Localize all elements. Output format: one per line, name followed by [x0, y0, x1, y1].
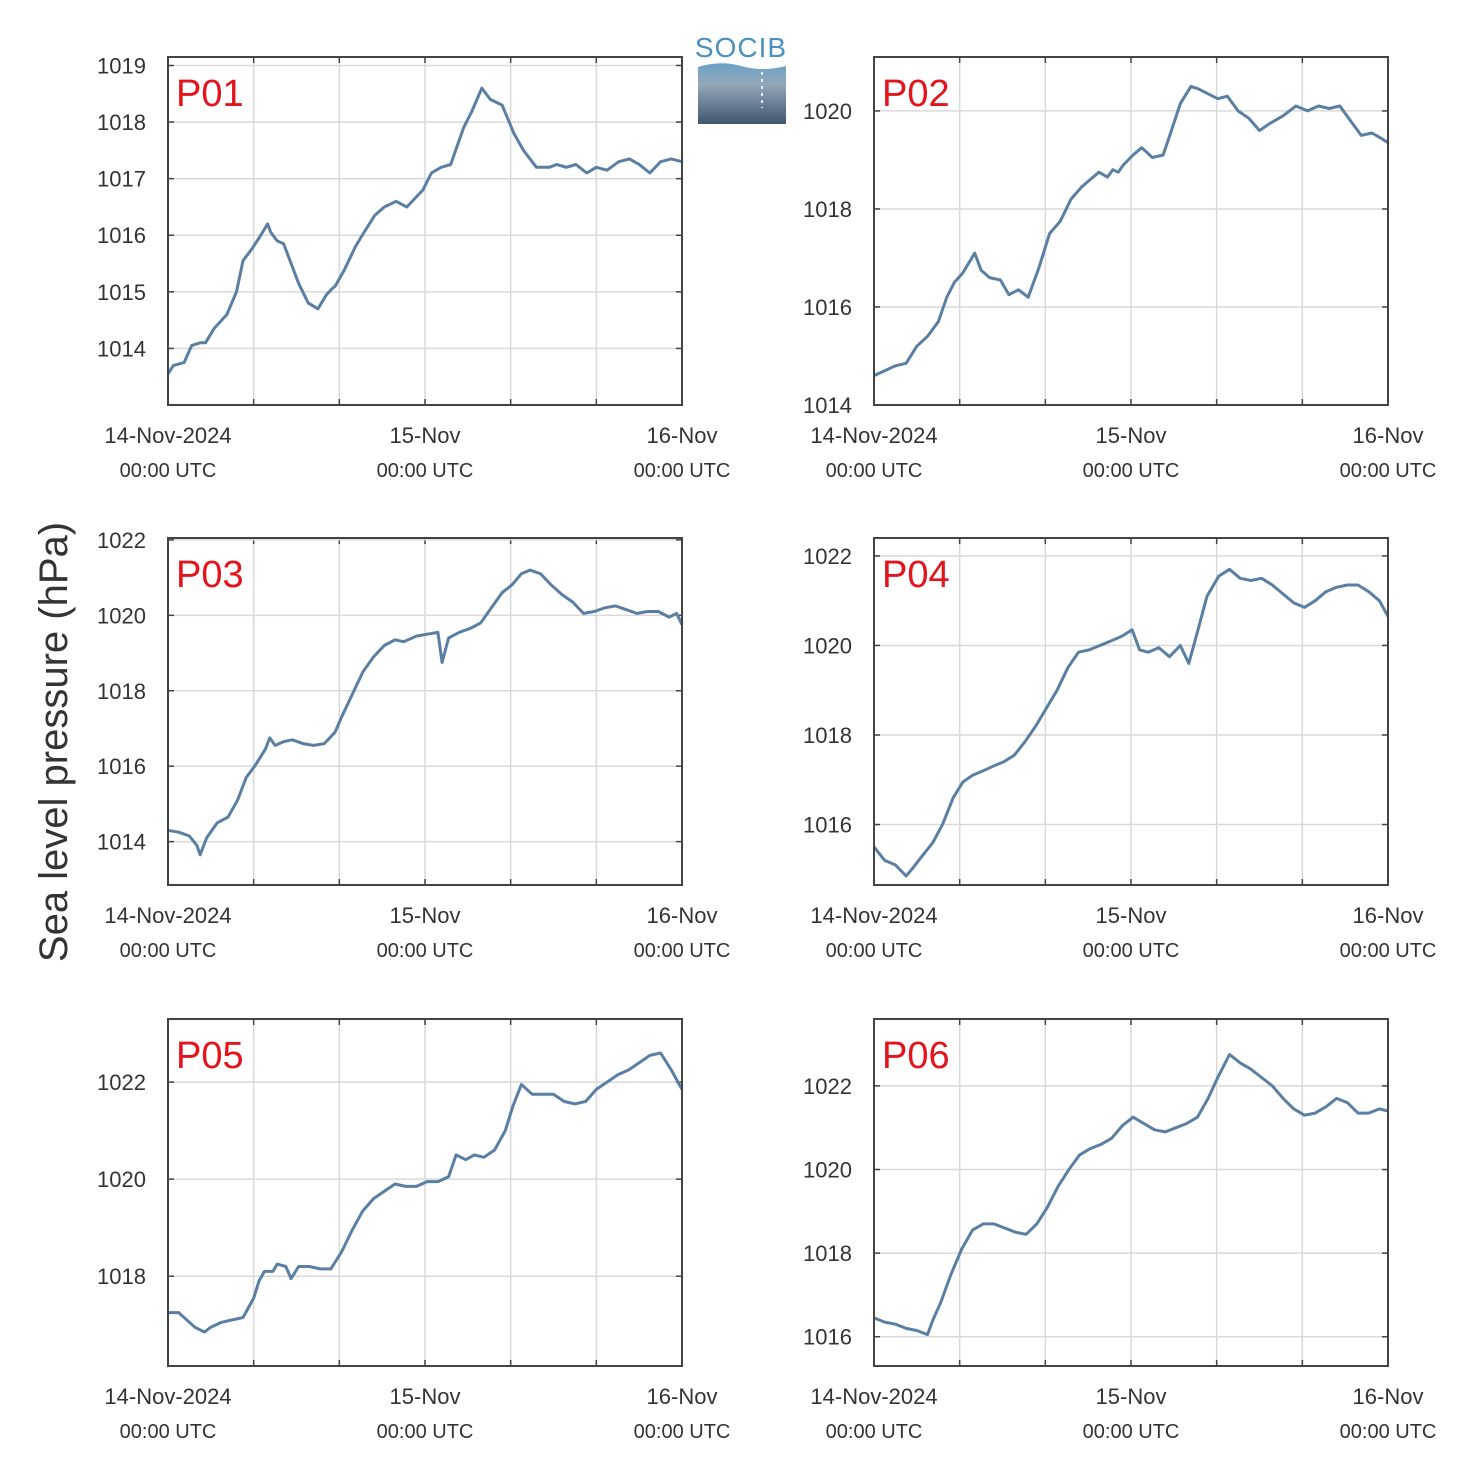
panel-label: P03	[176, 554, 244, 596]
x-tick-label: 16-Nov	[1353, 1384, 1424, 1409]
panel-p03: 1014 1016 1018 1020 1022 P03 14-Nov-2024 00:00 …	[97, 528, 730, 962]
x-tick-label: 16-Nov	[1353, 903, 1424, 928]
x-tick-label: 15-Nov	[1096, 1384, 1167, 1409]
y-tick-label: 1016	[803, 1325, 852, 1350]
y-tick-label: 1018	[803, 723, 852, 748]
y-tick-label: 1018	[97, 679, 146, 704]
x-tick-sublabel: 00:00 UTC	[826, 460, 923, 482]
plot-frame	[167, 537, 683, 886]
x-tick-sublabel: 00:00 UTC	[120, 460, 217, 482]
plot-frame	[873, 56, 1389, 406]
socib-logo: SOCIB	[695, 32, 787, 124]
y-tick-label: 1016	[97, 754, 146, 779]
y-tick-label: 1017	[97, 167, 146, 192]
y-axis-label: Sea level pressure (hPa)	[32, 522, 76, 962]
y-tick-label: 1018	[97, 1264, 146, 1289]
plot-frame	[167, 1018, 683, 1367]
x-tick-label: 14-Nov-2024	[104, 903, 231, 928]
y-tick-label: 1018	[803, 197, 852, 222]
y-tick-label: 1020	[97, 603, 146, 628]
x-tick-label: 14-Nov-2024	[810, 1384, 937, 1409]
y-tick-label: 1022	[97, 1070, 146, 1095]
x-tick-sublabel: 00:00 UTC	[377, 460, 474, 482]
x-tick-sublabel: 00:00 UTC	[1083, 460, 1180, 482]
y-tick-label: 1022	[97, 528, 146, 553]
x-tick-sublabel: 00:00 UTC	[826, 940, 923, 962]
panel-label: P02	[882, 73, 950, 115]
socib-logo-text: SOCIB	[695, 32, 787, 63]
x-tick-label: 16-Nov	[647, 423, 718, 448]
panel-p05: 1018 1020 1022 P05 14-Nov-2024 00:00 UTC 15-No…	[97, 1018, 731, 1443]
plot-frame	[873, 537, 1389, 886]
x-tick-sublabel: 00:00 UTC	[1083, 1421, 1180, 1443]
y-tick-label: 1016	[803, 295, 852, 320]
x-tick-label: 16-Nov	[647, 903, 718, 928]
x-tick-sublabel: 00:00 UTC	[120, 1421, 217, 1443]
y-tick-label: 1020	[803, 99, 852, 124]
y-tick-label: 1016	[97, 223, 146, 248]
series-line-p04	[872, 567, 1390, 878]
x-tick-sublabel: 00:00 UTC	[634, 940, 731, 962]
x-tick-sublabel: 00:00 UTC	[377, 940, 474, 962]
y-tick-label: 1020	[803, 1158, 852, 1183]
series-line-p06	[873, 1053, 1389, 1337]
y-tick-label: 1022	[803, 544, 852, 569]
x-tick-label: 15-Nov	[1096, 423, 1167, 448]
socib-logo-wave	[698, 63, 786, 124]
y-tick-label: 1014	[97, 336, 146, 361]
y-tick-label: 1018	[803, 1241, 852, 1266]
y-tick-label: 1020	[803, 633, 852, 658]
x-tick-label: 14-Nov-2024	[810, 423, 937, 448]
series-line-p02	[873, 84, 1389, 377]
x-tick-sublabel: 00:00 UTC	[1083, 940, 1180, 962]
panel-p04: 1016 1018 1020 1022 P04 14-Nov-2024 00:00 UTC 1…	[803, 537, 1437, 962]
x-tick-label: 15-Nov	[1096, 903, 1167, 928]
plot-frame	[167, 56, 683, 406]
x-tick-label: 15-Nov	[390, 903, 461, 928]
y-tick-label: 1019	[97, 53, 146, 78]
y-tick-label: 1014	[97, 830, 146, 855]
x-tick-sublabel: 00:00 UTC	[634, 1421, 731, 1443]
x-tick-label: 16-Nov	[647, 1384, 718, 1409]
x-tick-sublabel: 00:00 UTC	[1340, 460, 1437, 482]
panel-p01: 1014 1015 1016 1017 1018 1019 P01 14-Nov-2024 00…	[97, 53, 730, 482]
y-tick-label: 1015	[97, 280, 146, 305]
x-tick-sublabel: 00:00 UTC	[377, 1421, 474, 1443]
panel-p06: 1016 1018 1020 1022 P06 14-Nov-2024 00:00 UTC 1…	[803, 1018, 1437, 1443]
x-tick-sublabel: 00:00 UTC	[1340, 940, 1437, 962]
x-tick-sublabel: 00:00 UTC	[634, 460, 731, 482]
plot-frame	[873, 1018, 1389, 1367]
y-tick-label: 1014	[803, 393, 852, 418]
x-tick-sublabel: 00:00 UTC	[1340, 1421, 1437, 1443]
y-tick-label: 1016	[803, 813, 852, 838]
x-tick-label: 15-Nov	[390, 1384, 461, 1409]
panel-label: P05	[176, 1035, 244, 1077]
panel-label: P04	[882, 554, 950, 596]
panel-p02: 1014 1016 1018 1020 P02 14-Nov-2024 00:00 UTC 1…	[803, 56, 1437, 482]
x-tick-label: 14-Nov-2024	[104, 1384, 231, 1409]
series-line-p05	[168, 1051, 684, 1334]
x-tick-label: 15-Nov	[390, 423, 461, 448]
y-tick-label: 1020	[97, 1167, 146, 1192]
series-line-p01	[166, 86, 683, 375]
y-tick-label: 1018	[97, 110, 146, 135]
panel-label: P06	[882, 1035, 950, 1077]
y-tick-label: 1022	[803, 1074, 852, 1099]
series-line-p03	[167, 568, 684, 857]
x-tick-label: 14-Nov-2024	[104, 423, 231, 448]
x-tick-label: 16-Nov	[1353, 423, 1424, 448]
x-tick-sublabel: 00:00 UTC	[120, 940, 217, 962]
x-tick-sublabel: 00:00 UTC	[826, 1421, 923, 1443]
panel-label: P01	[176, 73, 244, 115]
x-tick-label: 14-Nov-2024	[810, 903, 937, 928]
panels-group: 1014 1015 1016 1017 1018 1019 P01 14-Nov-2024 00…	[97, 53, 1436, 1443]
